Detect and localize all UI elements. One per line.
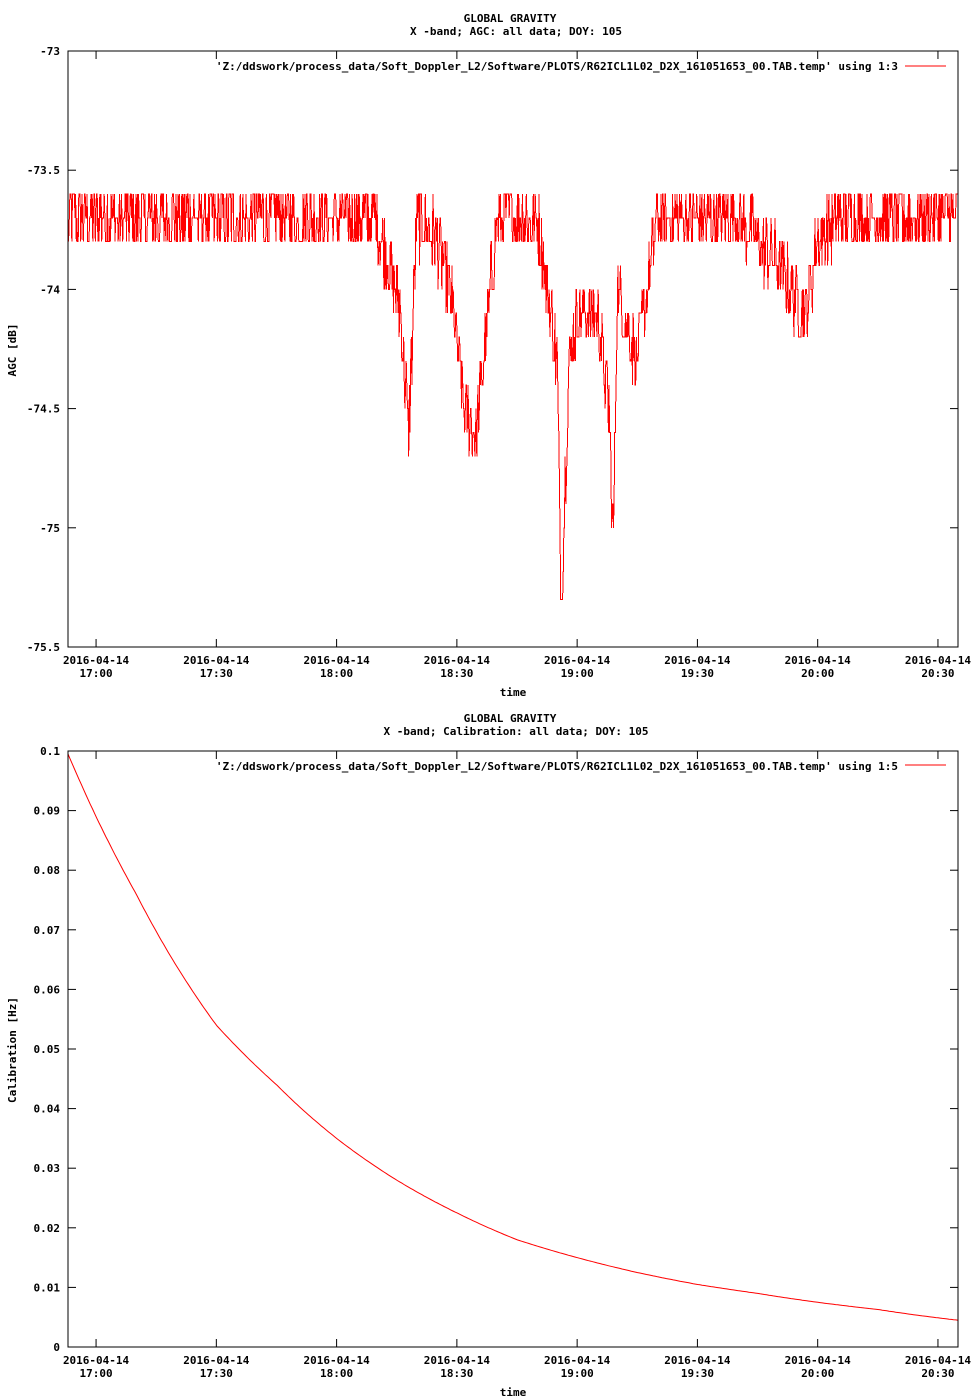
y-tick-label: 0 — [53, 1341, 60, 1354]
x-tick-time: 19:30 — [681, 667, 714, 680]
y-axis-label: Calibration [Hz] — [6, 997, 19, 1103]
x-axis-label: time — [500, 1386, 527, 1399]
x-tick-date: 2016-04-14 — [303, 1354, 370, 1367]
x-tick-date: 2016-04-14 — [183, 1354, 250, 1367]
x-tick-date: 2016-04-14 — [303, 654, 370, 667]
x-tick-time: 19:30 — [681, 1367, 714, 1380]
x-tick-date: 2016-04-14 — [905, 654, 972, 667]
chart-title: GLOBAL GRAVITY — [464, 712, 557, 725]
y-tick-label: -74 — [40, 283, 60, 296]
x-tick-date: 2016-04-14 — [544, 1354, 611, 1367]
y-tick-label: 0.1 — [40, 745, 60, 758]
x-tick-date: 2016-04-14 — [544, 654, 611, 667]
y-tick-label: -75 — [40, 522, 60, 535]
plot-frame — [67, 750, 959, 1348]
y-tick-label: 0.07 — [34, 924, 61, 937]
x-tick-time: 17:30 — [200, 1367, 233, 1380]
agc-series-line — [67, 193, 958, 600]
y-tick-label: -74.5 — [27, 403, 60, 416]
x-tick-time: 20:30 — [921, 1367, 954, 1380]
y-ticks: -73 -73.5 -74 -74.5 -75 -75.5 — [27, 45, 958, 654]
x-tick-time: 17:00 — [80, 1367, 113, 1380]
y-tick-label: -73 — [40, 45, 60, 58]
y-ticks: 0.1 0.09 0.08 0.07 0.06 0.05 0.04 0.03 0.02 0.01 0 — [34, 745, 958, 1354]
x-tick-time: 20:00 — [801, 1367, 834, 1380]
series-line — [67, 193, 958, 600]
x-ticks: 2016-04-1417:002016-04-1417:302016-04-14… — [63, 751, 971, 1380]
x-tick-date: 2016-04-14 — [424, 654, 491, 667]
x-tick-time: 19:00 — [561, 1367, 594, 1380]
x-tick-date: 2016-04-14 — [785, 654, 852, 667]
legend-label: 'Z:/ddswork/process_data/Soft_Doppler_L2… — [216, 760, 898, 773]
y-tick-label: 0.05 — [34, 1043, 61, 1056]
calibration-series-line — [67, 753, 959, 1321]
y-tick-label: 0.08 — [34, 864, 61, 877]
y-tick-label: -75.5 — [27, 641, 60, 654]
y-tick-label: 0.06 — [34, 983, 61, 996]
y-tick-label: -73.5 — [27, 164, 60, 177]
chart-subtitle: X -band; Calibration: all data; DOY: 105 — [384, 725, 649, 738]
x-tick-date: 2016-04-14 — [63, 1354, 130, 1367]
x-tick-time: 18:00 — [320, 667, 353, 680]
y-tick-label: 0.04 — [34, 1103, 61, 1116]
x-tick-date: 2016-04-14 — [424, 1354, 491, 1367]
chart-subtitle: X -band; AGC: all data; DOY: 105 — [410, 25, 622, 38]
x-ticks: 2016-04-1417:002016-04-1417:302016-04-14… — [63, 51, 971, 680]
y-tick-label: 0.01 — [34, 1281, 61, 1294]
y-tick-label: 0.02 — [34, 1222, 61, 1235]
x-tick-date: 2016-04-14 — [63, 654, 130, 667]
x-tick-time: 18:30 — [440, 1367, 473, 1380]
calibration-chart: GLOBAL GRAVITY X -band; Calibration: all… — [6, 712, 971, 1399]
x-tick-time: 17:00 — [80, 667, 113, 680]
x-tick-time: 20:00 — [801, 667, 834, 680]
y-tick-label: 0.09 — [34, 805, 61, 818]
x-tick-date: 2016-04-14 — [664, 1354, 731, 1367]
plot-frame — [67, 50, 959, 648]
x-axis-label: time — [500, 686, 527, 699]
x-tick-time: 18:30 — [440, 667, 473, 680]
y-tick-label: 0.03 — [34, 1162, 61, 1175]
series-line — [67, 753, 959, 1321]
x-tick-time: 19:00 — [561, 667, 594, 680]
x-tick-time: 18:00 — [320, 1367, 353, 1380]
x-tick-date: 2016-04-14 — [664, 654, 731, 667]
y-axis-label: AGC [dB] — [6, 324, 19, 377]
x-tick-time: 20:30 — [921, 667, 954, 680]
legend-label: 'Z:/ddswork/process_data/Soft_Doppler_L2… — [216, 60, 898, 73]
x-tick-date: 2016-04-14 — [785, 1354, 852, 1367]
x-tick-date: 2016-04-14 — [183, 654, 250, 667]
x-tick-time: 17:30 — [200, 667, 233, 680]
agc-chart: GLOBAL GRAVITY X -band; AGC: all data; D… — [6, 12, 971, 699]
chart-title: GLOBAL GRAVITY — [464, 12, 557, 25]
x-tick-date: 2016-04-14 — [905, 1354, 972, 1367]
